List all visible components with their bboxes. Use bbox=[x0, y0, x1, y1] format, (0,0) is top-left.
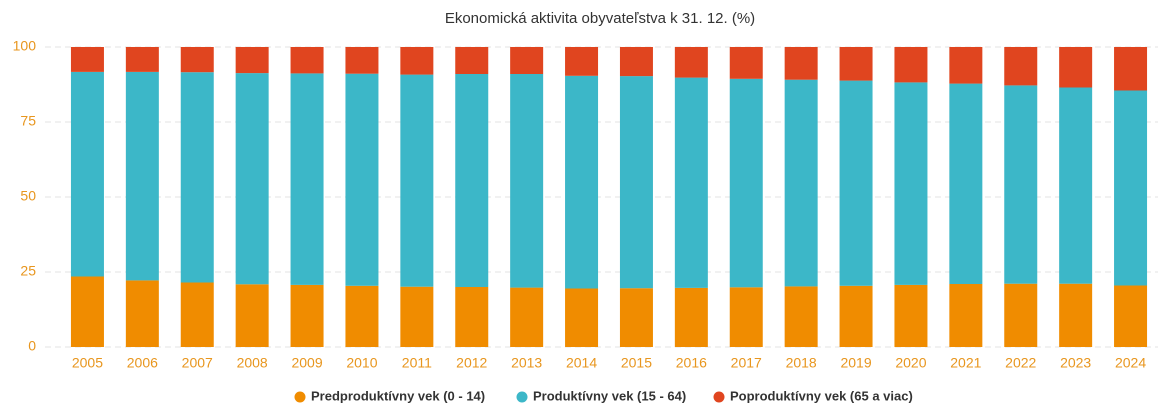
legend-marker bbox=[516, 391, 528, 403]
legend-marker bbox=[294, 391, 306, 403]
bar-segment bbox=[510, 74, 544, 288]
x-tick-label: 2011 bbox=[402, 355, 432, 371]
bar-segment bbox=[619, 288, 653, 347]
legend-label: Predproduktívny vek (0 - 14) bbox=[311, 388, 485, 403]
bar-segment bbox=[839, 47, 873, 81]
legend-marker bbox=[713, 391, 725, 403]
bar-segment bbox=[510, 47, 544, 74]
bar-segment bbox=[949, 284, 983, 347]
x-tick-label: 2015 bbox=[621, 355, 652, 371]
x-tick-label: 2021 bbox=[950, 355, 981, 371]
x-tick-label: 2008 bbox=[237, 355, 268, 371]
x-tick-label: 2009 bbox=[291, 355, 322, 371]
bar-segment bbox=[400, 286, 434, 347]
x-tick-label: 2020 bbox=[895, 355, 926, 371]
bar-segment bbox=[1059, 283, 1093, 347]
bar-segment bbox=[400, 74, 434, 287]
x-tick-label: 2016 bbox=[676, 355, 707, 371]
x-tick-label: 2012 bbox=[456, 355, 487, 371]
bar-segment bbox=[729, 78, 763, 288]
bar-segment bbox=[784, 47, 818, 80]
bar-segment bbox=[70, 276, 104, 347]
bar-segment bbox=[345, 47, 379, 74]
bar-segment bbox=[235, 47, 269, 74]
bar-segment bbox=[455, 47, 489, 74]
x-tick-label: 2005 bbox=[72, 355, 103, 371]
bar-segment bbox=[784, 286, 818, 347]
y-tick-label: 25 bbox=[20, 263, 36, 279]
bar-segment bbox=[345, 73, 379, 286]
legend-label: Produktívny vek (15 - 64) bbox=[533, 388, 686, 403]
bar-segment bbox=[1114, 90, 1148, 286]
bar-segment bbox=[1004, 85, 1038, 284]
x-tick-label: 2023 bbox=[1060, 355, 1091, 371]
bar-segment bbox=[1004, 283, 1038, 347]
bar-segment bbox=[455, 74, 489, 287]
bar-segment bbox=[894, 82, 928, 285]
bar-segment bbox=[290, 73, 324, 285]
bar-segment bbox=[400, 47, 434, 75]
x-tick-label: 2013 bbox=[511, 355, 542, 371]
bar-segment bbox=[949, 83, 983, 284]
bar-segment bbox=[455, 287, 489, 347]
chart-title: Ekonomická aktivita obyvateľstva k 31. 1… bbox=[445, 10, 755, 27]
bar-segment bbox=[290, 47, 324, 74]
bar-segment bbox=[894, 284, 928, 347]
bar-segment bbox=[1059, 47, 1093, 88]
bar-segment bbox=[565, 75, 599, 289]
x-tick-label: 2017 bbox=[731, 355, 762, 371]
bar-segment bbox=[674, 47, 708, 78]
bar-segment bbox=[70, 71, 104, 277]
bar-segment bbox=[565, 47, 599, 76]
bar-segment bbox=[565, 288, 599, 347]
bar-segment bbox=[674, 287, 708, 347]
x-tick-label: 2006 bbox=[127, 355, 158, 371]
bar-segment bbox=[729, 47, 763, 79]
bar-segment bbox=[180, 282, 214, 347]
bar-segment bbox=[1114, 285, 1148, 347]
bar-segment bbox=[1004, 47, 1038, 86]
bar-segment bbox=[619, 76, 653, 289]
bar-segment bbox=[839, 80, 873, 286]
bar-segment bbox=[125, 280, 159, 347]
x-tick-label: 2022 bbox=[1005, 355, 1036, 371]
bar-segment bbox=[619, 47, 653, 77]
bar-segment bbox=[894, 47, 928, 83]
x-tick-label: 2019 bbox=[840, 355, 871, 371]
bar-segment bbox=[235, 284, 269, 347]
bar-segment bbox=[235, 73, 269, 285]
x-tick-label: 2018 bbox=[786, 355, 817, 371]
bar-segment bbox=[674, 77, 708, 288]
bar-segment bbox=[784, 79, 818, 287]
x-tick-label: 2007 bbox=[182, 355, 213, 371]
bar-segment bbox=[180, 72, 214, 283]
x-tick-label: 2024 bbox=[1115, 355, 1146, 371]
y-tick-label: 75 bbox=[20, 113, 36, 129]
bar-segment bbox=[290, 284, 324, 347]
x-tick-label: 2014 bbox=[566, 355, 597, 371]
bar-segment bbox=[1059, 87, 1093, 284]
x-tick-label: 2010 bbox=[346, 355, 377, 371]
bar-segment bbox=[949, 47, 983, 84]
bar-segment bbox=[125, 71, 159, 281]
bar-segment bbox=[125, 47, 159, 72]
bar-segment bbox=[70, 47, 104, 72]
y-tick-label: 100 bbox=[13, 38, 37, 54]
legend-label: Poproduktívny vek (65 a viac) bbox=[730, 388, 913, 403]
bar-segment bbox=[839, 285, 873, 347]
y-tick-label: 50 bbox=[20, 188, 36, 204]
y-tick-label: 0 bbox=[28, 338, 36, 354]
bar-segment bbox=[180, 47, 214, 73]
bar-segment bbox=[345, 285, 379, 347]
bar-segment bbox=[729, 287, 763, 347]
bar-segment bbox=[510, 287, 544, 347]
bar-segment bbox=[1114, 47, 1148, 91]
